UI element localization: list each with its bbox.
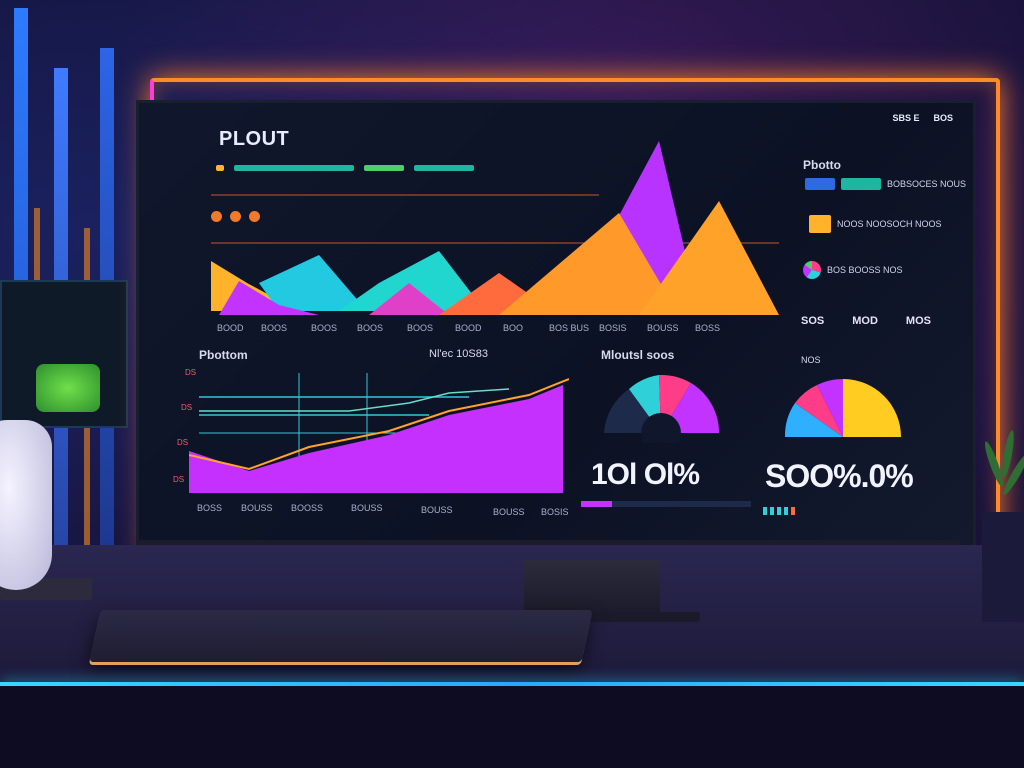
window-dot[interactable]	[230, 211, 241, 222]
stat-label: MOS	[905, 315, 931, 327]
donut-value: 1Ol Ol%	[591, 458, 700, 491]
x-tick-label: BOOD	[217, 323, 244, 333]
bg-light-bar	[84, 228, 90, 768]
area-purple-peak	[519, 141, 699, 311]
desk-front	[0, 686, 1024, 768]
pie-caption: NOS	[801, 355, 821, 365]
x-tick-label: BOS BUS	[549, 323, 590, 333]
right-row[interactable]: BOBSOCES NOUS	[805, 178, 966, 190]
window-dot[interactable]	[249, 211, 260, 222]
x-tick-label: BOOS	[261, 323, 288, 333]
x-tick-label: BOOD	[455, 323, 482, 333]
plant-pot	[982, 512, 1024, 622]
x-tick-label: BOOS	[311, 323, 338, 333]
semi-donut-chart	[604, 374, 720, 443]
semi-pie-chart	[784, 378, 901, 437]
right-row[interactable]: BOS BOOSS NOS	[803, 261, 903, 279]
progress-segment	[763, 507, 767, 515]
y-tick-label: DS	[185, 368, 197, 377]
header-tab[interactable]	[414, 165, 474, 171]
row-label: BOS BOOSS NOS	[827, 265, 903, 275]
donut-progress-fill	[581, 501, 612, 507]
header-tab-strip	[216, 165, 474, 171]
top-area-chart	[211, 141, 779, 315]
top-label[interactable]: SBS E	[892, 113, 920, 123]
progress-segment	[770, 507, 774, 515]
area-orange-peak	[639, 201, 779, 315]
x-tick-label: BOUSS	[421, 505, 453, 515]
row-pie-icon	[803, 261, 821, 279]
x-tick-label: BOO	[503, 323, 524, 333]
window-dot[interactable]	[211, 211, 222, 222]
right-panel-title: Pbotto	[803, 158, 841, 172]
line-series	[199, 388, 510, 412]
x-tick-label: BOSS	[695, 323, 721, 333]
window-dots	[211, 211, 260, 222]
area-purple	[219, 281, 319, 315]
row-bar	[805, 178, 835, 190]
x-tick-label: BOUSS	[493, 507, 525, 517]
y-tick-label: DS	[181, 403, 193, 412]
y-tick-label: DS	[177, 438, 189, 447]
top-label[interactable]: BOS	[933, 113, 953, 123]
x-tick-label: BOSIS	[541, 507, 569, 517]
x-tick-label: BOOSS	[291, 503, 324, 513]
line-area-chart	[189, 373, 569, 493]
pie-slice	[817, 378, 843, 437]
pie-slice	[795, 385, 843, 437]
x-tick-label: BOUSS	[241, 503, 273, 513]
x-tick-label: BOOS	[407, 323, 434, 333]
area-series	[189, 385, 563, 493]
desk-neon-edge	[0, 682, 1024, 686]
area-magenta	[369, 283, 449, 315]
right-progress-bar	[763, 507, 795, 515]
app-title: PLOUT	[219, 128, 290, 150]
area-teal	[339, 251, 499, 311]
row-bar	[841, 178, 881, 190]
row-bar	[809, 215, 831, 233]
x-tick-label: BOSS	[197, 503, 223, 513]
right-panel-stats: SOS MOD MOS	[801, 315, 931, 327]
progress-segment	[777, 507, 781, 515]
monitor-screen: PLOUT SBS E BOS BOOD BOOS BOOS BOOS BOOS…	[136, 100, 976, 556]
progress-segment	[791, 507, 795, 515]
stat-label: MOD	[852, 315, 878, 327]
progress-segment	[784, 507, 788, 515]
pie-slice	[784, 403, 843, 437]
donut-panel-title: Mloutsl soos	[601, 348, 675, 362]
area-teal	[259, 255, 367, 311]
side-monitor	[0, 280, 128, 428]
white-vase	[0, 420, 52, 590]
line-series	[189, 378, 569, 471]
right-value: SOO%.0%	[765, 458, 914, 494]
line-panel-subtitle: Nl'ec 10S83	[429, 348, 488, 360]
x-tick-label: BOSIS	[599, 323, 627, 333]
donut-hole	[641, 413, 681, 443]
x-tick-label: BOUSS	[351, 503, 383, 513]
donut-progress-bar	[581, 501, 751, 507]
row-label: BOBSOCES NOUS	[887, 179, 967, 189]
row-label: NOOS NOOSOCH NOOS	[837, 219, 942, 229]
y-tick-label: DS	[173, 475, 185, 484]
header-tab[interactable]	[234, 165, 354, 171]
header-tab[interactable]	[364, 165, 404, 171]
x-tick-label: BOUSS	[647, 323, 679, 333]
right-row[interactable]: NOOS NOOSOCH NOOS	[809, 215, 942, 233]
stat-label: SOS	[801, 315, 825, 327]
area-orange	[499, 213, 679, 315]
top-right-labels: SBS E BOS	[892, 113, 953, 123]
header-tab[interactable]	[216, 165, 224, 171]
keyboard[interactable]	[89, 610, 593, 662]
x-tick-label: BOOS	[357, 323, 384, 333]
line-panel-title: Pbottom	[199, 348, 248, 362]
side-monitor-graphic	[36, 364, 100, 412]
pie-slice	[843, 379, 901, 437]
